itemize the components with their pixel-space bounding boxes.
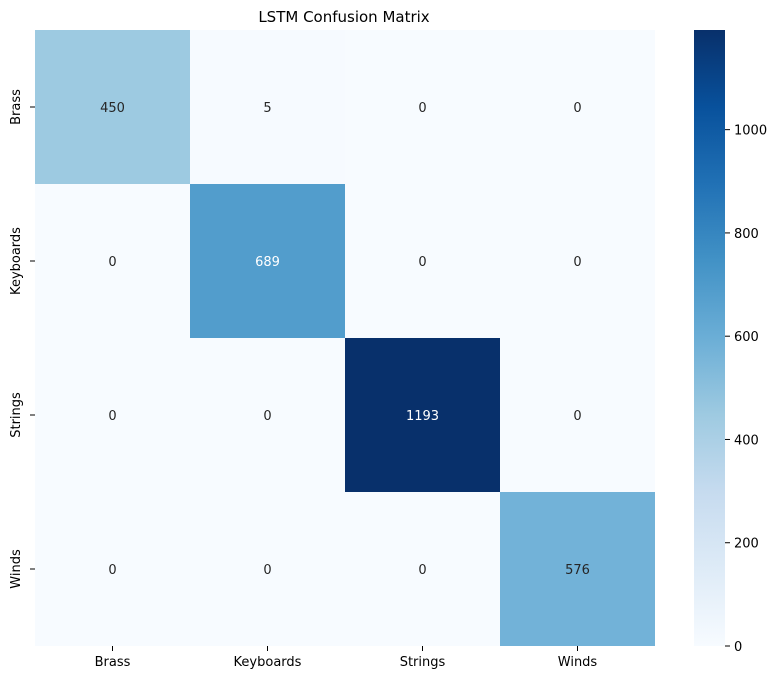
cell-value-label: 0 <box>263 409 271 424</box>
cell-value-label: 689 <box>255 255 280 270</box>
colorbar-tick-label: 0 <box>734 640 742 655</box>
heatmap-cell-keyboards-winds <box>500 184 655 338</box>
colorbar-tick-label: 600 <box>734 330 759 345</box>
heatmap-cell-keyboards-keyboards <box>190 184 345 338</box>
y-tick-label: Brass <box>9 89 24 125</box>
heatmap-cell-winds-brass <box>35 492 190 646</box>
cell-value-label: 0 <box>108 563 116 578</box>
heatmap-cell-strings-winds <box>500 338 655 492</box>
y-tick-label: Strings <box>9 392 24 438</box>
cell-value-label: 0 <box>418 255 426 270</box>
x-tick-label: Brass <box>95 655 131 670</box>
cell-value-label: 0 <box>108 409 116 424</box>
cell-value-label: 450 <box>100 101 125 116</box>
x-tick-label: Keyboards <box>234 655 302 670</box>
heatmap-cell-labels: 450 5 0 0 0 689 0 0 0 0 1193 0 0 0 0 576 <box>100 101 590 578</box>
colorbar-tick-label: 200 <box>734 537 759 552</box>
y-axis: Brass Keyboards Strings Winds <box>9 89 35 589</box>
heatmap-cell-keyboards-strings <box>345 184 500 338</box>
x-tick-label: Winds <box>558 655 598 670</box>
heatmap-cells <box>35 30 655 646</box>
heatmap-cell-strings-keyboards <box>190 338 345 492</box>
cell-value-label: 0 <box>418 563 426 578</box>
cell-value-label: 1193 <box>406 409 439 424</box>
heatmap-cell-winds-strings <box>345 492 500 646</box>
chart-title: LSTM Confusion Matrix <box>258 8 429 26</box>
cell-value-label: 5 <box>263 101 271 116</box>
cell-value-label: 576 <box>565 563 590 578</box>
heatmap-cell-strings-strings <box>345 338 500 492</box>
heatmap-cell-brass-strings <box>345 30 500 184</box>
heatmap-cell-strings-brass <box>35 338 190 492</box>
colorbar-tick-label: 1000 <box>734 124 767 139</box>
colorbar-gradient <box>694 30 725 646</box>
cell-value-label: 0 <box>108 255 116 270</box>
x-axis: Brass Keyboards Strings Winds <box>95 646 598 670</box>
x-tick-label: Strings <box>400 655 446 670</box>
heatmap-cell-brass-brass <box>35 30 190 184</box>
heatmap-cell-brass-winds <box>500 30 655 184</box>
y-tick-label: Winds <box>9 549 24 589</box>
cell-value-label: 0 <box>573 255 581 270</box>
heatmap-cell-winds-keyboards <box>190 492 345 646</box>
heatmap-cell-keyboards-brass <box>35 184 190 338</box>
cell-value-label: 0 <box>573 409 581 424</box>
y-tick-label: Keyboards <box>9 227 24 295</box>
heatmap-cell-winds-winds <box>500 492 655 646</box>
cell-value-label: 0 <box>573 101 581 116</box>
cell-value-label: 0 <box>418 101 426 116</box>
heatmap-cell-brass-keyboards <box>190 30 345 184</box>
colorbar: 0 200 400 600 800 1000 <box>694 30 767 655</box>
colorbar-tick-label: 400 <box>734 433 759 448</box>
colorbar-tick-label: 800 <box>734 227 759 242</box>
cell-value-label: 0 <box>263 563 271 578</box>
